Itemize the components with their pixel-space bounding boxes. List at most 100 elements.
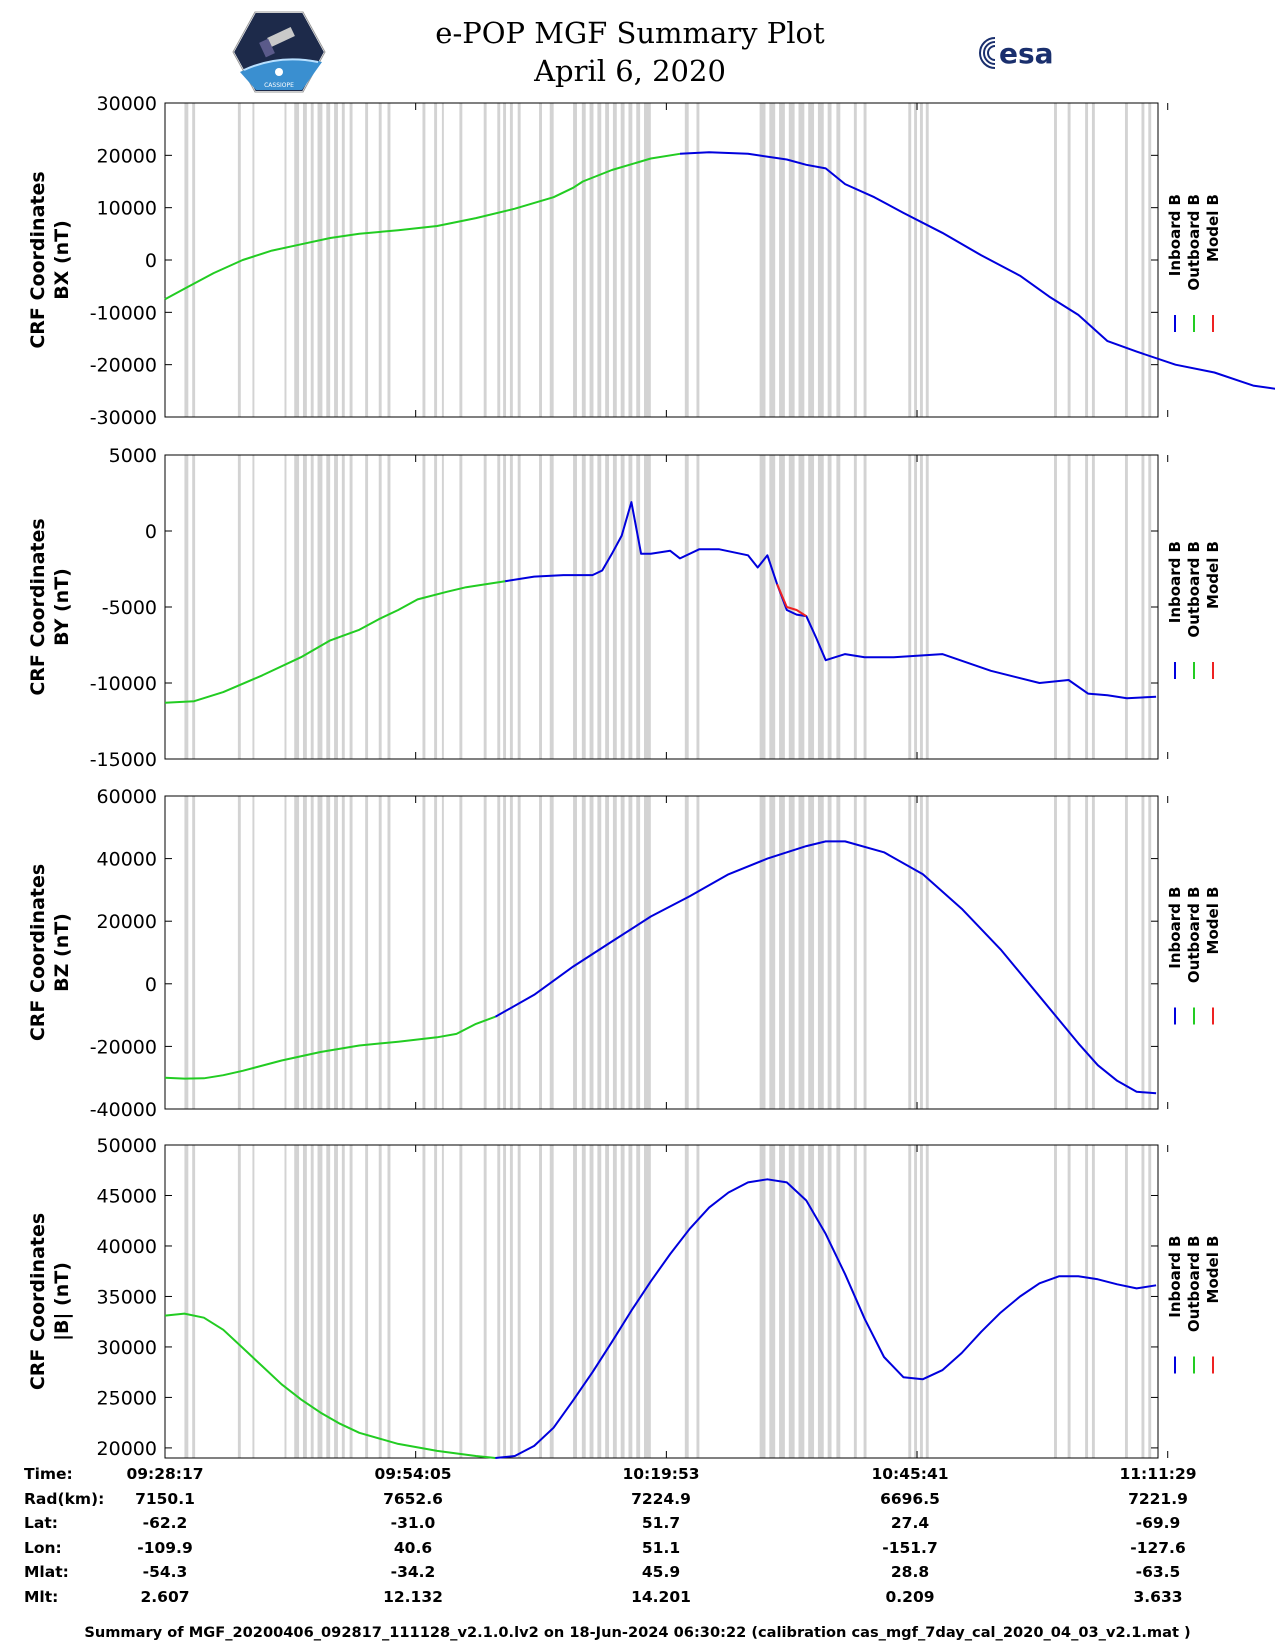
legend-label: Model B <box>1204 887 1222 955</box>
legend-label: Model B <box>1204 541 1222 609</box>
y-tick-label: 5000 <box>109 445 157 467</box>
gap-band <box>605 796 610 1109</box>
gap-band <box>779 796 785 1109</box>
gap-band <box>1067 796 1071 1109</box>
table-row: Lon: -109.9 40.6 51.1 -151.7 -127.6 <box>0 1539 1275 1561</box>
gap-band <box>919 455 923 759</box>
legend-label: Inboard B <box>1166 541 1184 623</box>
y-tick-label: 40000 <box>97 849 157 871</box>
gap-band <box>517 796 521 1109</box>
gap-band <box>539 1145 542 1458</box>
gap-band <box>644 796 651 1109</box>
legend: Inboard B Outboard B Model B <box>1166 887 1222 1025</box>
gap-band <box>1054 103 1057 417</box>
gap-band <box>326 103 331 417</box>
gap-band <box>925 455 929 759</box>
gap-band <box>581 455 586 759</box>
table-cell: -69.9 <box>1135 1514 1181 1532</box>
gap-band <box>788 103 795 417</box>
gap-band <box>509 455 513 759</box>
gap-band <box>302 455 307 759</box>
gap-band <box>1148 796 1152 1109</box>
gap-band <box>422 455 426 759</box>
gap-band <box>605 103 610 417</box>
gap-band <box>284 796 287 1109</box>
gap-band <box>620 455 625 759</box>
table-cell: 51.7 <box>641 1514 681 1532</box>
gap-band <box>589 796 594 1109</box>
gap-band <box>1085 103 1089 417</box>
gap-band <box>620 103 625 417</box>
legend-label: Outboard B <box>1185 194 1203 291</box>
gap-band <box>1148 103 1152 417</box>
gap-band <box>317 103 323 417</box>
gap-band <box>636 796 641 1109</box>
gap-band <box>378 455 382 759</box>
table-cell: 10:19:53 <box>622 1465 700 1483</box>
gap-band <box>798 1145 805 1458</box>
table-cell: 09:28:17 <box>126 1465 204 1483</box>
gap-band <box>192 455 196 759</box>
gap-band <box>914 103 918 417</box>
gap-band <box>636 103 641 417</box>
gap-band <box>1054 796 1057 1109</box>
gap-band <box>497 796 501 1109</box>
gap-band <box>798 103 805 417</box>
gap-band <box>422 1145 426 1458</box>
gap-band <box>539 103 542 417</box>
gap-band <box>192 103 196 417</box>
gap-band <box>349 103 353 417</box>
table-cell: -63.5 <box>1135 1563 1181 1581</box>
gap-band <box>387 796 391 1109</box>
gap-band <box>1141 796 1145 1109</box>
gap-band <box>365 796 369 1109</box>
gap-band <box>597 796 602 1109</box>
gap-band <box>422 103 426 417</box>
table-cell: -54.3 <box>142 1563 188 1581</box>
gap-band <box>387 103 391 417</box>
gap-band <box>459 796 463 1109</box>
gap-band <box>759 796 766 1109</box>
gap-band <box>441 455 444 759</box>
gap-band <box>836 103 841 417</box>
gap-band <box>497 103 501 417</box>
table-cell: 2.607 <box>140 1587 190 1606</box>
gap-band <box>341 1145 345 1458</box>
y-axis-label: |B| (nT) <box>51 1262 73 1341</box>
legend: Inboard B Outboard B Model B <box>1166 541 1222 679</box>
gap-band <box>483 1145 487 1458</box>
gap-band <box>184 455 189 759</box>
gap-band <box>863 796 867 1109</box>
gap-band <box>1124 796 1128 1109</box>
gap-band <box>808 455 815 759</box>
table-cell: -34.2 <box>390 1563 436 1581</box>
gap-band <box>1091 455 1095 759</box>
gap-band <box>628 796 633 1109</box>
table-cell: 28.8 <box>890 1563 930 1581</box>
gap-band <box>387 455 391 759</box>
gap-band <box>549 1145 554 1458</box>
gap-band <box>836 1145 841 1458</box>
gap-band <box>589 1145 594 1458</box>
gap-band <box>310 455 314 759</box>
table-cell: 27.4 <box>890 1514 930 1532</box>
gap-band <box>341 103 345 417</box>
gap-band <box>517 1145 521 1458</box>
row-label: Rad(km): <box>24 1489 105 1508</box>
gap-band <box>779 455 785 759</box>
y-tick-label: 10000 <box>97 198 157 220</box>
legend-label: Outboard B <box>1185 1236 1203 1333</box>
gap-band <box>441 1145 444 1458</box>
gap-band <box>827 796 832 1109</box>
gap-band <box>628 455 633 759</box>
gap-band <box>684 796 689 1109</box>
series-inboard-b <box>504 501 1157 700</box>
gap-band <box>1085 455 1089 759</box>
gap-band <box>798 455 805 759</box>
gap-band <box>184 796 189 1109</box>
panel-bmag: 50000 45000 40000 35000 30000 25000 20000 CRF C… <box>27 1135 1222 1460</box>
gap-band <box>863 103 867 417</box>
gap-band <box>919 103 923 417</box>
gap-band <box>817 796 824 1109</box>
gap-band <box>863 455 867 759</box>
